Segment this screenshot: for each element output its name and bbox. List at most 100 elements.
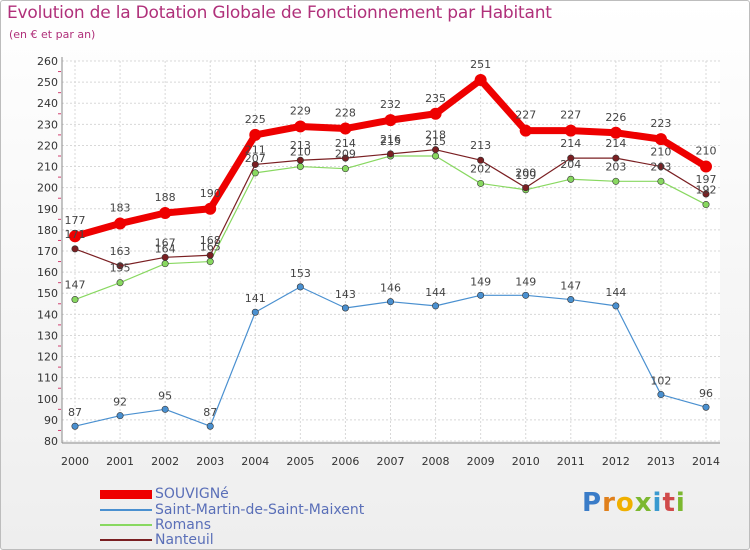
data-point-souvigne bbox=[204, 202, 217, 215]
data-point-nanteuil bbox=[116, 262, 124, 270]
y-tick-label: 130 bbox=[37, 329, 58, 342]
data-point-saint-martin-de-saint-maixent bbox=[116, 412, 124, 420]
data-point-romans bbox=[206, 258, 214, 266]
data-label-romans: 164 bbox=[155, 243, 176, 256]
data-point-nanteuil bbox=[341, 154, 349, 162]
data-label-souvigne: 210 bbox=[696, 145, 717, 158]
data-point-souvigne bbox=[249, 128, 262, 141]
x-tick-label: 2010 bbox=[512, 455, 540, 468]
data-point-souvigne bbox=[654, 133, 667, 146]
legend-swatch-romans bbox=[100, 524, 152, 526]
data-label-romans: 204 bbox=[560, 158, 581, 171]
data-point-romans bbox=[612, 177, 620, 185]
data-label-souvigne: 177 bbox=[65, 214, 86, 227]
data-label-romans: 215 bbox=[425, 135, 446, 148]
data-point-saint-martin-de-saint-maixent bbox=[341, 304, 349, 312]
data-label-nanteuil: 214 bbox=[335, 137, 356, 150]
y-tick-label: 80 bbox=[44, 435, 58, 448]
data-label-nanteuil: 213 bbox=[290, 139, 311, 152]
data-label-saint-martin-de-saint-maixent: 144 bbox=[425, 286, 446, 299]
data-point-saint-martin-de-saint-maixent bbox=[612, 302, 620, 310]
data-point-saint-martin-de-saint-maixent bbox=[386, 298, 394, 306]
data-label-romans: 165 bbox=[200, 241, 221, 254]
x-tick-label: 2007 bbox=[377, 455, 405, 468]
y-tick-label: 220 bbox=[37, 139, 58, 152]
data-label-saint-martin-de-saint-maixent: 153 bbox=[290, 267, 311, 280]
data-label-souvigne: 251 bbox=[470, 58, 491, 71]
y-tick-label: 100 bbox=[37, 393, 58, 406]
data-label-nanteuil: 213 bbox=[470, 139, 491, 152]
data-label-saint-martin-de-saint-maixent: 95 bbox=[158, 389, 172, 402]
data-point-nanteuil bbox=[251, 160, 259, 168]
data-label-romans: 202 bbox=[470, 162, 491, 175]
legend-label-romans: Romans bbox=[155, 517, 212, 533]
data-point-saint-martin-de-saint-maixent bbox=[522, 291, 530, 299]
data-label-nanteuil: 216 bbox=[380, 133, 401, 146]
y-tick-label: 200 bbox=[37, 182, 58, 195]
data-point-saint-martin-de-saint-maixent bbox=[702, 403, 710, 411]
data-point-romans bbox=[161, 260, 169, 268]
data-point-souvigne bbox=[384, 114, 397, 127]
data-point-souvigne bbox=[159, 207, 172, 219]
y-tick-label: 90 bbox=[44, 414, 58, 427]
y-tick-label: 190 bbox=[37, 203, 58, 216]
data-point-nanteuil bbox=[612, 154, 620, 162]
data-label-saint-martin-de-saint-maixent: 102 bbox=[650, 375, 671, 388]
legend-label-souvigne: SOUVIGNé bbox=[155, 486, 229, 502]
data-label-romans: 155 bbox=[110, 262, 131, 275]
data-label-romans: 199 bbox=[515, 169, 536, 182]
data-label-souvigne: 190 bbox=[200, 187, 221, 200]
legend-label-nanteuil: Nanteuil bbox=[155, 532, 214, 548]
data-point-saint-martin-de-saint-maixent bbox=[657, 391, 665, 399]
data-label-souvigne: 235 bbox=[425, 92, 446, 105]
chart-subtitle: (en € et par an) bbox=[9, 28, 96, 41]
data-point-saint-martin-de-saint-maixent bbox=[432, 302, 440, 310]
data-point-nanteuil bbox=[71, 245, 79, 253]
y-tick-label: 240 bbox=[37, 97, 58, 110]
data-point-souvigne bbox=[564, 124, 577, 137]
data-point-nanteuil bbox=[161, 253, 169, 261]
data-point-souvigne bbox=[429, 107, 442, 120]
data-point-saint-martin-de-saint-maixent bbox=[296, 283, 304, 291]
x-tick-label: 2012 bbox=[602, 455, 630, 468]
data-point-romans bbox=[702, 201, 710, 209]
data-label-romans: 215 bbox=[380, 135, 401, 148]
data-label-souvigne: 228 bbox=[335, 107, 356, 120]
data-label-saint-martin-de-saint-maixent: 92 bbox=[113, 396, 127, 409]
data-label-saint-martin-de-saint-maixent: 87 bbox=[203, 406, 217, 419]
data-label-romans: 147 bbox=[65, 279, 86, 292]
y-tick-label: 210 bbox=[37, 161, 58, 174]
data-label-romans: 192 bbox=[696, 184, 717, 197]
legend-swatch-souvigne bbox=[100, 490, 152, 499]
y-tick-label: 110 bbox=[37, 372, 58, 385]
data-point-nanteuil bbox=[296, 156, 304, 164]
x-tick-label: 2000 bbox=[61, 455, 89, 468]
y-tick-label: 180 bbox=[37, 224, 58, 237]
data-label-saint-martin-de-saint-maixent: 87 bbox=[68, 406, 82, 419]
data-label-nanteuil: 211 bbox=[245, 143, 266, 156]
data-point-souvigne bbox=[69, 230, 81, 243]
data-label-romans: 209 bbox=[335, 148, 356, 161]
y-tick-label: 230 bbox=[37, 118, 58, 131]
data-label-souvigne: 226 bbox=[605, 111, 626, 124]
data-label-saint-martin-de-saint-maixent: 144 bbox=[605, 286, 626, 299]
data-label-souvigne: 227 bbox=[515, 109, 536, 122]
data-label-romans: 207 bbox=[245, 152, 266, 165]
x-tick-label: 2006 bbox=[331, 455, 359, 468]
data-label-nanteuil: 200 bbox=[515, 167, 536, 180]
data-label-nanteuil: 214 bbox=[560, 137, 581, 150]
data-point-romans bbox=[71, 296, 79, 304]
legend-label-saint-martin: Saint-Martin-de-Saint-Maixent bbox=[155, 502, 365, 518]
data-point-souvigne bbox=[700, 160, 712, 173]
data-label-souvigne: 232 bbox=[380, 98, 401, 111]
data-point-romans bbox=[432, 152, 440, 160]
data-point-romans bbox=[251, 169, 259, 177]
data-label-romans: 210 bbox=[290, 146, 311, 159]
data-label-nanteuil: 171 bbox=[65, 228, 86, 241]
data-label-souvigne: 229 bbox=[290, 104, 311, 117]
x-tick-label: 2003 bbox=[196, 455, 224, 468]
data-point-saint-martin-de-saint-maixent bbox=[251, 308, 259, 316]
x-tick-label: 2013 bbox=[647, 455, 675, 468]
data-point-nanteuil bbox=[477, 156, 485, 164]
